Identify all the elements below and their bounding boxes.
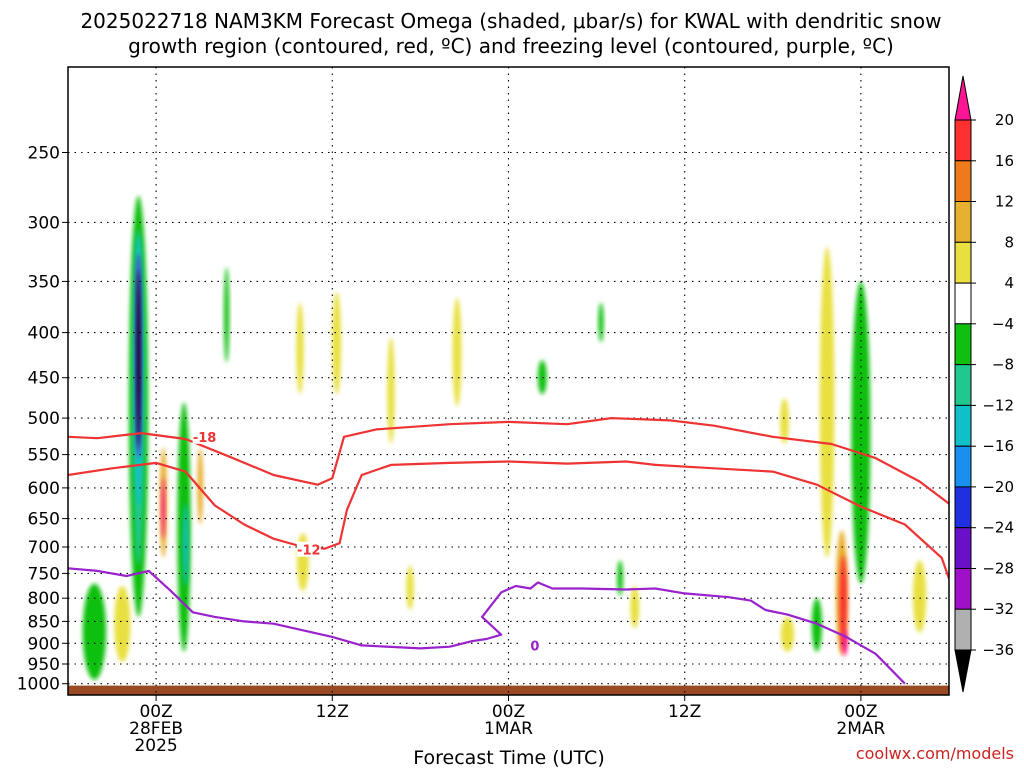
colorbar-bin-12 <box>954 608 972 651</box>
colorbar-bin-2 <box>954 201 972 243</box>
y-axis-ticks: 2503003504004505005506006507007508008509… <box>17 144 68 695</box>
omega-region-28 <box>839 555 847 650</box>
x-axis-label: Forecast Time (UTC) <box>413 747 604 768</box>
omega-region-20 <box>598 302 604 343</box>
x-tick-label-3-0: 12Z <box>668 702 701 722</box>
colorbar-label-2: 12 <box>995 193 1014 211</box>
y-tick-label-800: 800 <box>28 589 60 609</box>
contour-label--12: -12 <box>297 544 321 559</box>
colorbar-bin-1 <box>954 160 972 203</box>
omega-region-12 <box>197 447 204 525</box>
y-tick-label-900: 900 <box>28 634 60 654</box>
x-tick-label-0-2: 2025 <box>134 736 177 756</box>
y-tick-label-450: 450 <box>28 369 60 389</box>
y-tick-label-600: 600 <box>28 479 60 499</box>
omega-region-18 <box>452 297 462 407</box>
colorbar-label-1: 16 <box>995 152 1014 170</box>
colorbar-bin-5 <box>954 323 972 366</box>
colorbar-arrow-bottom <box>954 649 972 693</box>
colorbar-label-10: −24 <box>982 519 1014 537</box>
x-tick-label-0-0: 00Z <box>139 702 172 722</box>
colorbar-label-9: −20 <box>982 478 1014 496</box>
contour-labels: -18 -12 0 <box>192 428 547 654</box>
x-tick-label-2-0: 00Z <box>492 702 525 722</box>
colorbar-label-8: −16 <box>982 437 1014 455</box>
omega-region-10 <box>161 478 166 539</box>
colorbar-label-6: −8 <box>992 356 1014 374</box>
y-tick-label-650: 650 <box>28 510 60 530</box>
contour-label-bg--18 <box>192 428 217 444</box>
source-credit: coolwx.com/models <box>856 744 1014 763</box>
colorbar-label-4: 4 <box>1004 274 1014 292</box>
omega-region-8 <box>224 267 230 363</box>
contour-line-0 <box>68 567 906 685</box>
omega-region-13 <box>296 302 304 395</box>
omega-region-19 <box>537 360 547 395</box>
colorbar-arrow-top <box>954 75 972 121</box>
chart-title-line-1: 2025022718 NAM3KM Forecast Omega (shaded… <box>80 9 941 33</box>
contour-lines <box>68 417 949 685</box>
colorbar: 20 16 12 8 4 −4 −8 −12 −16 −20 −24 −28 −32 −36 <box>954 75 1014 693</box>
omega-region-31 <box>913 560 927 633</box>
x-tick-label-4-1: 2MAR <box>836 719 885 739</box>
x-tick-label-4-0: 00Z <box>844 702 877 722</box>
y-tick-label-350: 350 <box>28 272 60 292</box>
contour-line--12 <box>68 460 949 579</box>
contour-label-0: 0 <box>530 639 539 654</box>
y-tick-label-750: 750 <box>28 564 60 584</box>
x-tick-label-0-1: 28FEB <box>129 719 183 739</box>
colorbar-label-12: −32 <box>982 600 1014 618</box>
x-tick-label-2-1: 1MAR <box>484 719 533 739</box>
omega-region-23 <box>780 398 789 445</box>
y-tick-label-250: 250 <box>28 144 60 164</box>
contour-line--18 <box>68 417 949 505</box>
omega-region-14 <box>332 292 342 395</box>
colorbar-label-13: −36 <box>982 641 1014 659</box>
colorbar-bin-7 <box>954 404 972 447</box>
omega-region-15 <box>387 337 395 445</box>
y-tick-label-850: 850 <box>28 612 60 632</box>
y-tick-label-300: 300 <box>28 213 60 233</box>
colorbar-bin-10 <box>954 527 972 570</box>
colorbar-label-11: −28 <box>982 560 1014 578</box>
y-tick-label-550: 550 <box>28 446 60 466</box>
chart-title-line-2: growth region (contoured, red, ºC) and f… <box>128 34 894 58</box>
y-tick-label-700: 700 <box>28 538 60 558</box>
omega-region-5 <box>136 270 141 448</box>
ground-band <box>68 685 949 695</box>
omega-region-22 <box>630 586 640 629</box>
colorbar-label-3: 8 <box>1004 233 1014 251</box>
omega-region-0 <box>82 583 107 680</box>
x-tick-label-1-0: 12Z <box>316 702 349 722</box>
omega-region-21 <box>617 560 623 596</box>
y-tick-label-950: 950 <box>28 655 60 675</box>
colorbar-bin-8 <box>954 445 972 488</box>
colorbar-bin-11 <box>954 568 972 610</box>
colorbar-label-5: −4 <box>992 315 1014 333</box>
y-tick-label-400: 400 <box>28 324 60 344</box>
colorbar-bin-6 <box>954 364 972 406</box>
colorbar-label-7: −12 <box>982 396 1014 414</box>
contour-label--18: -18 <box>193 431 217 446</box>
colorbar-bin-9 <box>954 486 972 529</box>
contour-label-bg--12 <box>296 541 321 557</box>
colorbar-bin-4 <box>954 282 972 325</box>
omega-region-30 <box>780 616 795 652</box>
grid-lines <box>68 67 949 695</box>
omega-region-11 <box>114 586 131 662</box>
omega-region-24 <box>819 247 835 558</box>
colorbar-bin-3 <box>954 241 972 284</box>
y-tick-label-500: 500 <box>28 409 60 429</box>
omega-region-17 <box>406 565 414 610</box>
y-tick-label-1000: 1000 <box>17 675 60 695</box>
colorbar-bin-0 <box>954 119 972 162</box>
omega-region-7 <box>182 503 189 586</box>
colorbar-label-0: 20 <box>995 111 1014 129</box>
ground-surface <box>68 685 949 695</box>
contour-label-bg-0 <box>522 637 547 653</box>
